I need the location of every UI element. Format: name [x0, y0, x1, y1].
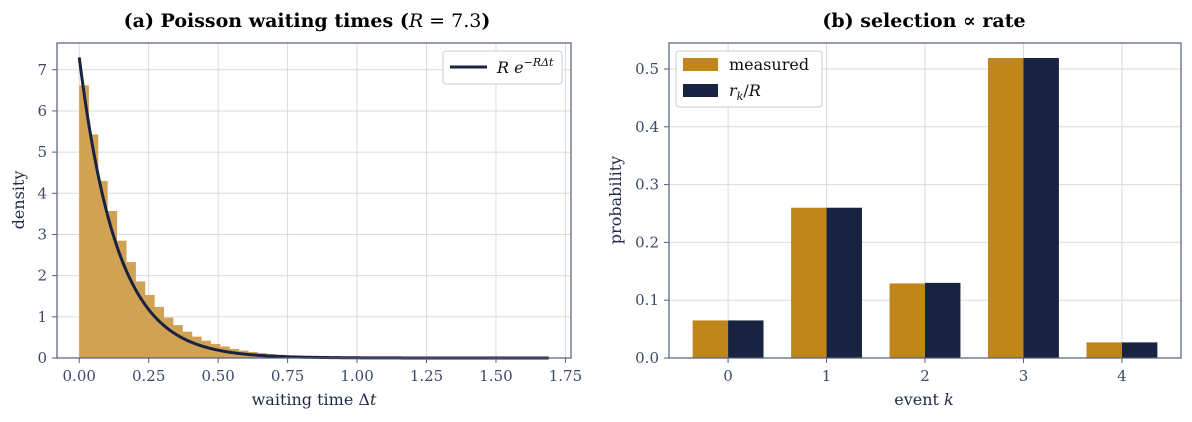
legend-label-measured: measured [729, 55, 809, 74]
panel-b-legend: measured rk/R [675, 50, 823, 108]
panel-a-ylabel: density [9, 171, 28, 230]
panel-b-ytick-label: 0.2 [635, 233, 659, 251]
panel-a-xlabel: waiting time Δt [252, 390, 377, 409]
panel-a-ytick-label: 3 [37, 225, 47, 243]
bar-measured [988, 58, 1024, 358]
legend-swatch-measured [683, 58, 718, 71]
panel-a-ytick-label: 0 [37, 349, 47, 367]
bar-rk-over-r [1121, 342, 1158, 358]
histogram-bar [126, 262, 136, 358]
panel-b-xtick-label: 3 [1019, 367, 1029, 385]
histogram-bar [135, 281, 146, 358]
panel-a-ytick-label: 1 [37, 308, 47, 326]
bar-measured [692, 320, 729, 358]
panel-a-ytick-label: 7 [37, 61, 47, 79]
bar-measured [791, 207, 827, 358]
histogram-bar [201, 340, 211, 358]
panel-a-xtick-label: 1.25 [410, 367, 443, 385]
histogram-bar [163, 317, 174, 358]
panel-a-legend-box [442, 50, 563, 85]
panel-a-exponential-curve [77, 57, 549, 360]
panel-a-title: (a) Poisson waiting times (R = 7.3) [124, 10, 491, 32]
panel-b-chart: (b) selection ∝ rate 0 1 2 3 4 0.0 0.1 0.2 0.3 0.… [606, 10, 1182, 409]
histogram-bar [98, 180, 108, 358]
bar-rk-over-r [925, 282, 961, 358]
panel-a-ytick-label: 5 [37, 143, 47, 161]
histogram-bar [182, 331, 193, 358]
legend-label-rk-over-r: rk/R [729, 81, 761, 103]
panel-b-ytick-label: 0.0 [635, 349, 659, 367]
panel-a-xtick-label: 0.25 [132, 367, 165, 385]
panel-b-ytick-label: 0.1 [635, 291, 659, 309]
bar-rk-over-r [1023, 58, 1059, 358]
histogram-bar [79, 85, 89, 358]
panel-a-ytick-label: 6 [37, 102, 47, 120]
histogram-bar [116, 240, 127, 358]
bar-rk-over-r [826, 207, 862, 358]
panel-b-xtick-label: 4 [1117, 367, 1127, 385]
histogram-bar [191, 336, 202, 358]
panel-a-xtick-label: 0.50 [201, 367, 234, 385]
histogram-bar [173, 325, 183, 358]
bar-rk-over-r [728, 320, 764, 358]
histogram-bar [144, 295, 155, 358]
panel-a-xtick-label: 0.75 [271, 367, 304, 385]
bar-measured [889, 283, 925, 358]
histogram-bar [107, 211, 118, 358]
panel-a-ytick-label: 2 [37, 267, 47, 285]
panel-b-xlabel: event k [894, 390, 954, 409]
bar-measured [1086, 342, 1122, 358]
panel-b-title: (b) selection ∝ rate [822, 10, 1025, 32]
panel-a-axes-frame [56, 42, 572, 359]
panel-b-ytick-label: 0.3 [635, 176, 659, 194]
legend-swatch-rk-over-r [683, 84, 718, 97]
panel-a-ytick-label: 4 [37, 184, 47, 202]
panel-b-ylabel: probability [606, 156, 625, 244]
histogram-bar [154, 306, 165, 358]
panel-a-xtick-label: 1.75 [549, 367, 582, 385]
histogram-bar [88, 134, 99, 358]
panel-a-chart: (a) Poisson waiting times (R = 7.3) 0.00… [9, 10, 582, 409]
panel-a-legend: R e−RΔt [442, 50, 563, 85]
panel-b-xtick-label: 1 [822, 367, 832, 385]
panel-b-ytick-label: 0.5 [635, 60, 659, 78]
panel-a-xtick-label: 1.00 [340, 367, 373, 385]
panel-b-xtick-label: 0 [723, 367, 733, 385]
panel-a-xtick-label: 0.00 [63, 367, 96, 385]
panel-a-xtick-label: 1.50 [479, 367, 512, 385]
panel-b-ytick-label: 0.4 [635, 118, 659, 136]
panel-a-legend-label: R e−RΔt [496, 56, 554, 77]
panel-b-xtick-label: 2 [920, 367, 930, 385]
